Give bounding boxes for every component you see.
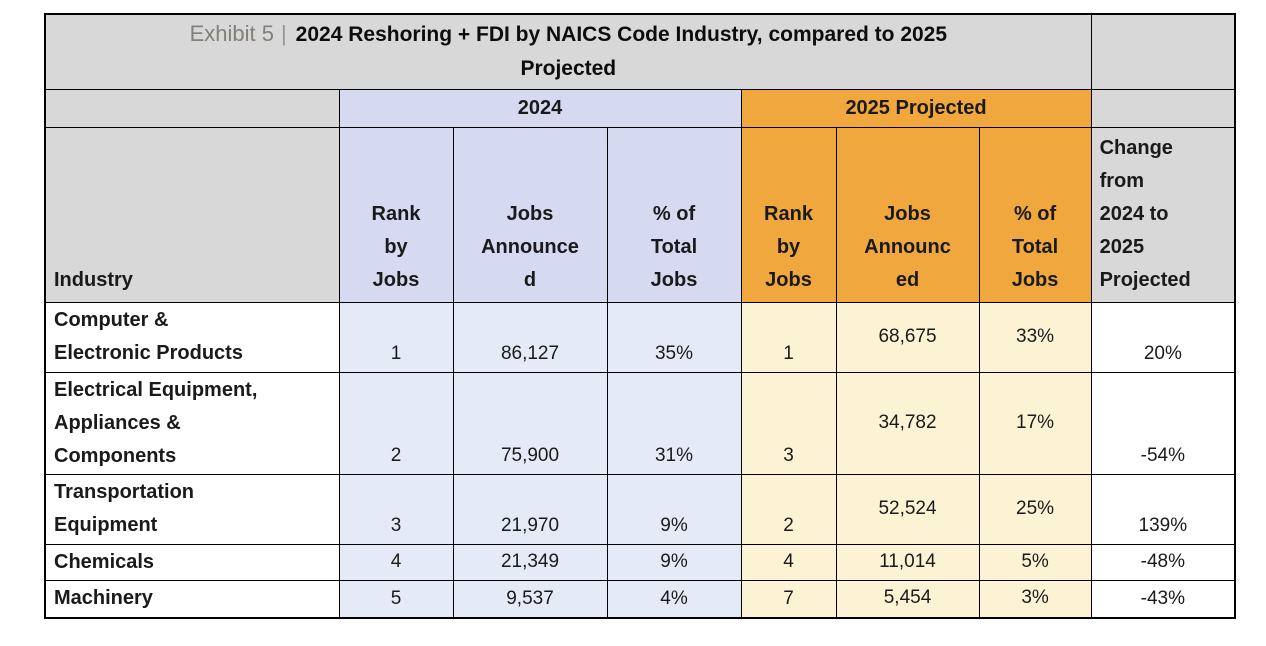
column-header-row: Industry Rank by Jobs Jobs Announce d % … xyxy=(44,126,1236,303)
jobs-2025-cell: 5,454 xyxy=(835,579,980,619)
header-industry: Industry xyxy=(44,126,340,303)
band-change-spacer xyxy=(1090,88,1236,128)
header-rank-2024: Rank by Jobs xyxy=(338,126,454,303)
header-change: Change from 2024 to 2025 Projected xyxy=(1090,126,1236,303)
rank-2025-cell: 7 xyxy=(740,579,837,619)
jobs-2025-cell: 52,524 xyxy=(835,473,980,545)
industry-cell: Machinery xyxy=(44,579,340,619)
table-row: Computer & Electronic Products 1 86,127 … xyxy=(44,301,1236,373)
change-cell: -43% xyxy=(1090,579,1236,619)
pct-2024-cell: 9% xyxy=(606,473,742,545)
rank-2024-cell: 4 xyxy=(338,543,454,581)
jobs-2024-cell: 75,900 xyxy=(452,371,608,475)
change-cell: 139% xyxy=(1090,473,1236,545)
exhibit-table: Exhibit 5 | 2024 Reshoring + FDI by NAICS … xyxy=(44,13,1237,619)
jobs-2024-cell: 21,349 xyxy=(452,543,608,581)
header-jobs-announced-2025: Jobs Announc ed xyxy=(835,126,980,303)
header-jobs-announced-2024: Jobs Announce d xyxy=(452,126,608,303)
title-row-spacer-cell xyxy=(1090,13,1236,90)
pct-2024-cell: 35% xyxy=(606,301,742,373)
jobs-2025-cell: 11,014 xyxy=(835,543,980,581)
jobs-2024-cell: 9,537 xyxy=(452,579,608,619)
exhibit-label: Exhibit 5 xyxy=(189,21,274,47)
pct-2025-cell: 17% xyxy=(978,371,1092,475)
jobs-2025-cell: 34,782 xyxy=(835,371,980,475)
rank-2024-cell: 2 xyxy=(338,371,454,475)
industry-cell: Transportation Equipment xyxy=(44,473,340,545)
table-row: Chemicals 4 21,349 9% 4 11,014 5% -48% xyxy=(44,543,1236,581)
pct-2025-cell: 5% xyxy=(978,543,1092,581)
jobs-2024-cell: 21,970 xyxy=(452,473,608,545)
year-band-row: 2024 2025 Projected xyxy=(44,88,1236,128)
industry-cell: Computer & Electronic Products xyxy=(44,301,340,373)
industry-cell: Electrical Equipment, Appliances & Compo… xyxy=(44,371,340,475)
pct-2024-cell: 31% xyxy=(606,371,742,475)
band-2024: 2024 xyxy=(338,88,742,128)
table-row: Machinery 5 9,537 4% 7 5,454 3% -43% xyxy=(44,579,1236,619)
rank-2024-cell: 1 xyxy=(338,301,454,373)
pct-2024-cell: 4% xyxy=(606,579,742,619)
pct-2024-cell: 9% xyxy=(606,543,742,581)
rank-2025-cell: 3 xyxy=(740,371,837,475)
pct-2025-cell: 25% xyxy=(978,473,1092,545)
rank-2024-cell: 5 xyxy=(338,579,454,619)
pct-2025-cell: 33% xyxy=(978,301,1092,373)
table-row: Transportation Equipment 3 21,970 9% 2 5… xyxy=(44,473,1236,545)
change-cell: 20% xyxy=(1090,301,1236,373)
rank-2025-cell: 1 xyxy=(740,301,837,373)
table-title: Exhibit 5 | 2024 Reshoring + FDI by NAICS … xyxy=(44,13,1092,90)
header-pct-total-2024: % of Total Jobs xyxy=(606,126,742,303)
rank-2024-cell: 3 xyxy=(338,473,454,545)
header-pct-total-2025: % of Total Jobs xyxy=(978,126,1092,303)
title-separator: | xyxy=(280,21,287,47)
jobs-2024-cell: 86,127 xyxy=(452,301,608,373)
rank-2025-cell: 4 xyxy=(740,543,837,581)
title-main-text: 2024 Reshoring + FDI by NAICS Code Indus… xyxy=(295,23,948,81)
pct-2025-cell: 3% xyxy=(978,579,1092,619)
jobs-2025-cell: 68,675 xyxy=(835,301,980,373)
change-cell: -54% xyxy=(1090,371,1236,475)
change-cell: -48% xyxy=(1090,543,1236,581)
industry-cell: Chemicals xyxy=(44,543,340,581)
band-industry-spacer xyxy=(44,88,340,128)
table-row: Electrical Equipment, Appliances & Compo… xyxy=(44,371,1236,475)
header-rank-2025: Rank by Jobs xyxy=(740,126,837,303)
title-row: Exhibit 5 | 2024 Reshoring + FDI by NAICS … xyxy=(44,13,1236,90)
band-2025-projected: 2025 Projected xyxy=(740,88,1092,128)
rank-2025-cell: 2 xyxy=(740,473,837,545)
